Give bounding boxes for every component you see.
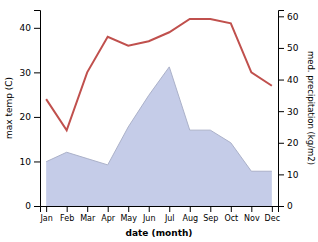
tick-label: Jul — [164, 214, 175, 223]
tick-label: May — [120, 214, 137, 223]
axis-line — [34, 11, 41, 207]
tick-label: 40 — [20, 23, 32, 33]
tick-label: 60 — [287, 12, 299, 22]
tick: Apr — [101, 206, 116, 223]
tick: Nov — [244, 206, 260, 223]
x-axis-title: date (month) — [126, 228, 193, 238]
tick: 0 — [25, 201, 40, 211]
tick: Mar — [80, 206, 96, 223]
tick: 20 — [278, 138, 299, 148]
tick-label: Nov — [244, 214, 260, 223]
tick-label: 0 — [287, 201, 293, 211]
tick-mark — [46, 206, 47, 212]
tick-mark — [190, 206, 191, 212]
tick-mark — [34, 72, 40, 73]
tick: Dec — [265, 206, 280, 223]
tick-mark — [231, 206, 232, 212]
y2-axis-title: med. precipitation (kg/m2) — [306, 51, 316, 165]
tick-label: 40 — [287, 75, 299, 85]
tick: Jun — [142, 206, 156, 223]
tick-label: 30 — [20, 68, 32, 78]
tick-mark — [278, 143, 284, 144]
axis-line — [41, 207, 279, 213]
tick: 0 — [278, 201, 293, 211]
axis-line — [279, 11, 285, 207]
y-axis: 0 10 20 30 40 — [20, 11, 41, 212]
tick-mark — [169, 206, 170, 212]
tick-label: 10 — [287, 170, 299, 180]
tick-label: Feb — [60, 214, 74, 223]
tick: Aug — [182, 206, 198, 223]
tick: 40 — [20, 23, 40, 33]
tick-mark — [278, 80, 284, 81]
tick-mark — [278, 111, 284, 112]
tick-mark — [108, 206, 109, 212]
tick-label: Oct — [224, 214, 238, 223]
tick-mark — [278, 174, 284, 175]
tick-label: Apr — [101, 214, 116, 223]
tick-label: Jun — [142, 214, 156, 223]
tick-label: Dec — [265, 214, 280, 223]
tick-label: 50 — [287, 43, 299, 53]
x-axis: Jan Feb Mar Apr May Jun Jul Aug Sep Oct Nov Dec — [39, 206, 280, 223]
tick: 50 — [278, 43, 299, 53]
tick-label: Jan — [39, 214, 52, 223]
tick-label: 20 — [287, 138, 299, 148]
tick-label: Sep — [203, 214, 218, 223]
tick: 30 — [20, 68, 40, 78]
marks — [46, 19, 272, 206]
area — [46, 67, 272, 206]
tick-mark — [278, 206, 284, 207]
tick-label: Aug — [182, 214, 198, 223]
tick-mark — [87, 206, 88, 212]
tick-mark — [278, 48, 284, 49]
tick: Oct — [224, 206, 238, 223]
tick-mark — [272, 206, 273, 212]
tick: 20 — [20, 112, 40, 122]
y-axis-title: max temp (C) — [4, 77, 14, 139]
tick: 30 — [278, 107, 299, 117]
tick-label: Mar — [80, 214, 96, 223]
tick: May — [120, 206, 137, 223]
tick-mark — [278, 16, 284, 17]
plot: Jan Feb Mar Apr May Jun Jul Aug Sep Oct Nov Dec 0 10 2… — [4, 11, 316, 239]
tick: Feb — [60, 206, 74, 223]
tick-mark — [128, 206, 129, 212]
tick: Sep — [203, 206, 218, 223]
line — [46, 19, 272, 130]
tick-mark — [34, 117, 40, 118]
tick: Jul — [164, 206, 175, 223]
tick: 60 — [278, 12, 299, 22]
tick-mark — [251, 206, 252, 212]
tick: 40 — [278, 75, 299, 85]
chart: Jan Feb Mar Apr May Jun Jul Aug Sep Oct Nov Dec 0 10 2… — [0, 0, 318, 242]
tick-mark — [149, 206, 150, 212]
tick-mark — [34, 161, 40, 162]
tick: 10 — [20, 157, 40, 167]
tick-label: 10 — [20, 157, 32, 167]
tick-mark — [210, 206, 211, 212]
tick-mark — [34, 28, 40, 29]
tick-label: 0 — [25, 201, 31, 211]
tick-label: 20 — [20, 112, 32, 122]
tick: 10 — [278, 170, 299, 180]
tick-mark — [67, 206, 68, 212]
tick: Jan — [39, 206, 52, 223]
y2-axis: 0 10 20 30 40 50 60 — [278, 11, 299, 212]
tick-mark — [34, 206, 40, 207]
area-edge — [46, 67, 272, 171]
tick-label: 30 — [287, 107, 299, 117]
